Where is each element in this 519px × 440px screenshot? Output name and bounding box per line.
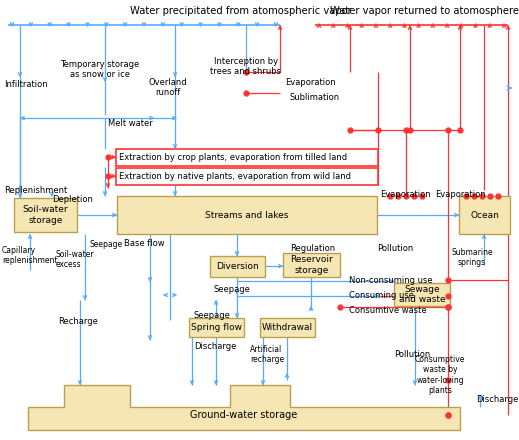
Text: Artificial
recharge: Artificial recharge	[250, 345, 284, 364]
Text: Seepage: Seepage	[213, 285, 250, 294]
Text: Seepage: Seepage	[193, 311, 230, 320]
Text: Consumtive waste: Consumtive waste	[349, 306, 427, 315]
Text: Ground-water storage: Ground-water storage	[190, 411, 297, 421]
Text: Base flow: Base flow	[124, 239, 165, 248]
Text: Depletion: Depletion	[52, 195, 93, 204]
Polygon shape	[28, 385, 460, 430]
Bar	[260, 318, 315, 337]
Bar	[394, 283, 450, 306]
Text: Extraction by native plants, evaporation from wild land: Extraction by native plants, evaporation…	[119, 172, 351, 181]
Text: Discharge: Discharge	[476, 395, 518, 404]
Text: Evaporation: Evaporation	[285, 78, 336, 87]
Text: Discharge: Discharge	[194, 342, 236, 351]
Text: Recharge: Recharge	[58, 317, 98, 326]
Bar	[116, 168, 378, 185]
Text: Regulation: Regulation	[290, 244, 335, 253]
Text: Soil-water
excess: Soil-water excess	[56, 250, 94, 269]
Text: Capillary
replenishment: Capillary replenishment	[2, 246, 58, 265]
Text: Submarine
springs: Submarine springs	[451, 248, 493, 268]
Text: Soil-water
storage: Soil-water storage	[23, 205, 69, 225]
Bar	[210, 256, 265, 277]
Text: Water vapor returned to atomosphere: Water vapor returned to atomosphere	[330, 6, 519, 16]
Text: Sewage
and waste: Sewage and waste	[399, 285, 445, 304]
Bar	[283, 253, 340, 277]
Text: Temporary storage
as snow or ice: Temporary storage as snow or ice	[60, 60, 140, 79]
Text: Replenishment: Replenishment	[4, 186, 67, 195]
Text: Withdrawal: Withdrawal	[262, 323, 313, 332]
Text: Pollution: Pollution	[394, 350, 430, 359]
Text: Evaporation: Evaporation	[435, 190, 485, 199]
Bar	[14, 198, 77, 232]
Text: Consumptive
waste by
water-loving
plants: Consumptive waste by water-loving plants	[415, 355, 465, 395]
Text: Water precipitated from atomospheric vapor: Water precipitated from atomospheric vap…	[130, 6, 352, 16]
Text: Interception by
trees and shrubs: Interception by trees and shrubs	[211, 57, 281, 77]
Text: Spring flow: Spring flow	[191, 323, 242, 332]
Text: Evaporation: Evaporation	[380, 190, 431, 199]
Text: Infiltration: Infiltration	[4, 80, 48, 89]
Text: Sublimation: Sublimation	[289, 93, 339, 102]
Bar	[116, 149, 378, 166]
Text: Non-consuming use: Non-consuming use	[349, 276, 433, 285]
Text: Streams and lakes: Streams and lakes	[206, 210, 289, 220]
Text: Overland
runoff: Overland runoff	[148, 78, 187, 97]
Text: Melt water: Melt water	[108, 119, 153, 128]
Bar	[189, 318, 244, 337]
Text: Seepage: Seepage	[89, 240, 122, 249]
Text: Extraction by crop plants, evaporation from tilled land: Extraction by crop plants, evaporation f…	[119, 153, 347, 162]
Bar	[117, 196, 377, 234]
Text: Diversion: Diversion	[216, 262, 259, 271]
Text: Pollution: Pollution	[377, 244, 413, 253]
Text: Ocean: Ocean	[470, 210, 499, 220]
Bar	[459, 196, 510, 234]
Text: Reservoir
storage: Reservoir storage	[290, 255, 333, 275]
Text: Consuming use: Consuming use	[349, 291, 414, 300]
